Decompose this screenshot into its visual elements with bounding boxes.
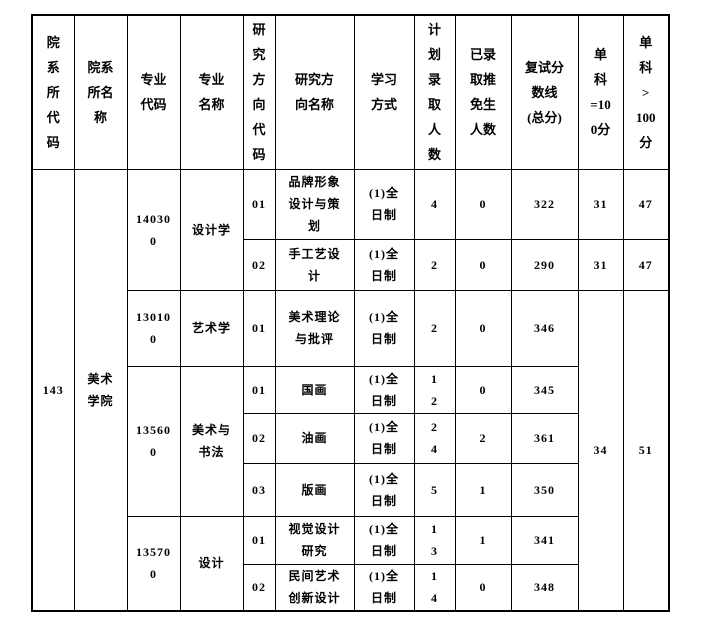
study-mode-cell: (1)全 日制: [353, 168, 415, 240]
tuimian-count-cell: 0: [454, 289, 512, 367]
header-study-mode: 学习 方式: [353, 14, 415, 170]
score-line-cell: 322: [510, 168, 579, 240]
major-name-cell: 设计学: [179, 168, 244, 291]
tuimian-count-cell: 2: [454, 412, 512, 464]
study-mode-cell: (1)全 日制: [353, 365, 415, 414]
table-row: 02 手工艺设 计 (1)全 日制 2 0 290 31 47: [32, 238, 670, 291]
direction-code-cell: 02: [242, 412, 276, 464]
direction-name-cell: 版画: [274, 462, 355, 517]
direction-name-cell: 油画: [274, 412, 355, 464]
score-line-cell: 361: [510, 412, 579, 464]
tuimian-count-cell: 1: [454, 462, 512, 517]
header-major-code: 专业 代码: [126, 14, 181, 170]
direction-code-cell: 01: [242, 365, 276, 414]
plan-count-cell: 2: [413, 289, 456, 367]
direction-code-cell: 02: [242, 238, 276, 291]
plan-count-cell: 2 4: [413, 412, 456, 464]
direction-code-cell: 03: [242, 462, 276, 517]
major-code-cell: 13570 0: [126, 515, 181, 612]
score-line-cell: 290: [510, 238, 579, 291]
table-row: 02 民间艺术 创新设计 (1)全 日制 1 4 0 348: [32, 563, 669, 612]
major-code-cell: 13010 0: [126, 289, 181, 367]
header-dept-name: 院系 所名 称: [73, 14, 128, 170]
header-direction-code: 研 究 方 向 代 码: [242, 14, 276, 170]
plan-count-cell: 1 3: [413, 515, 456, 565]
score-line-cell: 345: [510, 365, 579, 414]
table-row: 13570 0 设计 01 视觉设计 研究 (1)全 日制 1 3 1 341: [32, 515, 669, 612]
direction-code-cell: 01: [242, 515, 276, 565]
table-row: 143 美术 学院 14030 0 设计学 01 品牌形象 设计与策 划 (1)…: [31, 168, 670, 612]
study-mode-cell: (1)全 日制: [353, 412, 415, 464]
single-eq100-cell: 31: [577, 238, 624, 291]
header-single-eq100: 单 科 =10 0分: [577, 14, 624, 170]
header-row: 院 系 所 代 码 院系 所名 称 专业 代码 专业 名称 研 究 方 向 代 …: [31, 14, 670, 170]
direction-name-cell: 视觉设计 研究: [274, 515, 355, 565]
study-mode-cell: (1)全 日制: [353, 515, 415, 565]
direction-code-cell: 01: [242, 289, 276, 367]
header-dept-code: 院 系 所 代 码: [31, 14, 75, 170]
plan-count-cell: 5: [413, 462, 456, 517]
header-single-gt100: 单 科 > 100 分: [622, 14, 670, 170]
tuimian-count-cell: 0: [454, 365, 512, 414]
single-gt100-cell: 47: [622, 168, 670, 240]
header-plan-count: 计 划 录 取 人 数: [413, 14, 456, 170]
tuimian-count-cell: 0: [454, 168, 512, 240]
major-name-cell: 美术与 书法: [179, 365, 244, 517]
direction-name-cell: 美术理论 与批评: [274, 289, 355, 367]
study-mode-cell: (1)全 日制: [353, 238, 415, 291]
major-code-cell: 14030 0: [126, 168, 181, 291]
admission-score-table: 院 系 所 代 码 院系 所名 称 专业 代码 专业 名称 研 究 方 向 代 …: [31, 14, 670, 612]
direction-name-cell: 国画: [274, 365, 355, 414]
direction-code-cell: 01: [242, 168, 276, 240]
major-name-cell: 设计: [179, 515, 244, 612]
single-eq100-cell: 31: [577, 168, 624, 240]
score-line-cell: 346: [510, 289, 579, 367]
header-direction-name: 研究方 向名称: [274, 14, 355, 170]
tuimian-count-cell: 1: [454, 515, 512, 565]
study-mode-cell: (1)全 日制: [353, 289, 415, 367]
study-mode-cell: (1)全 日制: [353, 462, 415, 517]
plan-count-cell: 4: [413, 168, 456, 240]
tuimian-count-cell: 0: [454, 238, 512, 291]
plan-count-cell: 1 2: [413, 365, 456, 414]
score-line-cell: 350: [510, 462, 579, 517]
direction-name-cell: 品牌形象 设计与策 划: [274, 168, 355, 240]
table-row: 03 版画 (1)全 日制 5 1 350: [32, 462, 669, 517]
header-major-name: 专业 名称: [179, 14, 244, 170]
table-row: 13010 0 艺术学 01 美术理论 与批评 (1)全 日制 2 0 346 …: [32, 289, 670, 612]
single-gt100-merged-cell: 51: [622, 289, 670, 612]
header-tuimian-count: 已录 取推 免生 人数: [454, 14, 512, 170]
admission-table-container: 院 系 所 代 码 院系 所名 称 专业 代码 专业 名称 研 究 方 向 代 …: [31, 14, 670, 612]
major-name-cell: 艺术学: [179, 289, 244, 367]
table-row: 02 油画 (1)全 日制 2 4 2 361: [32, 412, 669, 464]
single-gt100-cell: 47: [622, 238, 670, 291]
header-score-line: 复试分 数线 (总分): [510, 14, 579, 170]
direction-code-cell: 02: [242, 563, 276, 612]
table-row: 13560 0 美术与 书法 01 国画 (1)全 日制 1 2 0 345: [32, 365, 669, 517]
dept-code-cell: 143: [31, 168, 75, 612]
major-code-cell: 13560 0: [126, 365, 181, 517]
direction-name-cell: 民间艺术 创新设计: [274, 563, 355, 612]
study-mode-cell: (1)全 日制: [353, 563, 415, 612]
single-eq100-merged-cell: 34: [577, 289, 624, 612]
score-line-cell: 348: [510, 563, 579, 612]
tuimian-count-cell: 0: [454, 563, 512, 612]
plan-count-cell: 2: [413, 238, 456, 291]
dept-name-cell: 美术 学院: [73, 168, 128, 612]
score-line-cell: 341: [510, 515, 579, 565]
direction-name-cell: 手工艺设 计: [274, 238, 355, 291]
plan-count-cell: 1 4: [413, 563, 456, 612]
